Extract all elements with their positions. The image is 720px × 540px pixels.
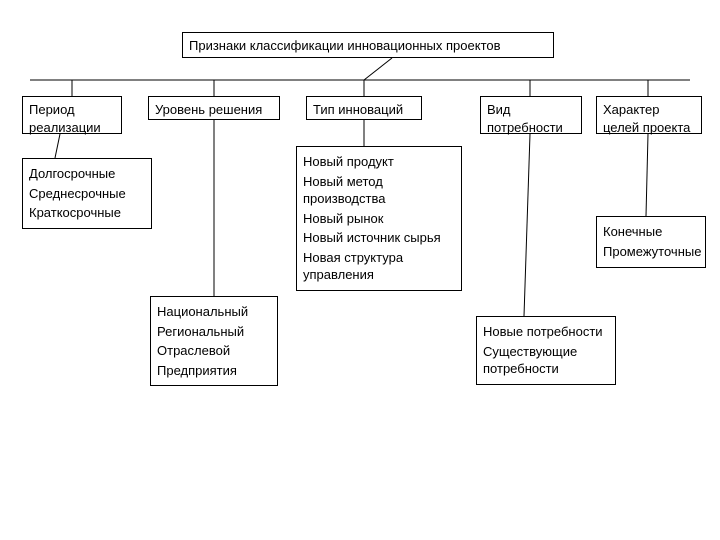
list-item: Долгосрочные [29,165,145,183]
list-item: Новый продукт [303,153,455,171]
list-item: Национальный [157,303,271,321]
list-item: Новый метод производства [303,173,455,208]
items-need: Новые потребности Существующие потребност… [476,316,616,385]
category-label: Тип инноваций [313,102,403,117]
category-goal: Характер целей проекта [596,96,702,134]
list-item: Краткосрочные [29,204,145,222]
category-label: Характер целей проекта [603,102,690,135]
category-period: Период реализации [22,96,122,134]
root-label: Признаки классификации инновационных про… [189,38,501,53]
category-level: Уровень решения [148,96,280,120]
items-goal: Конечные Промежуточные [596,216,706,268]
list-item: Региональный [157,323,271,341]
list-item: Конечные [603,223,699,241]
list-item: Новая структура управления [303,249,455,284]
items-period: Долгосрочные СреднесрочныеКраткосрочные [22,158,152,229]
list-item: Предприятия [157,362,271,380]
category-label: Уровень решения [155,102,262,117]
list-item: Отраслевой [157,342,271,360]
list-item: Новые потребности [483,323,609,341]
list-item: Новый рынок [303,210,455,228]
category-type: Тип инноваций [306,96,422,120]
items-level: Национальный РегиональныйОтраслевой Предпр… [150,296,278,386]
items-type: Новый продукт Новый метод производства Нов… [296,146,462,291]
category-need: Вид потребности [480,96,582,134]
list-item: Среднесрочные [29,185,145,203]
category-label: Вид потребности [487,102,563,135]
root-node: Признаки классификации инновационных про… [182,32,554,58]
category-label: Период реализации [29,102,101,135]
list-item: Существующие потребности [483,343,609,378]
list-item: Новый источник сырья [303,229,455,247]
list-item: Промежуточные [603,243,699,261]
